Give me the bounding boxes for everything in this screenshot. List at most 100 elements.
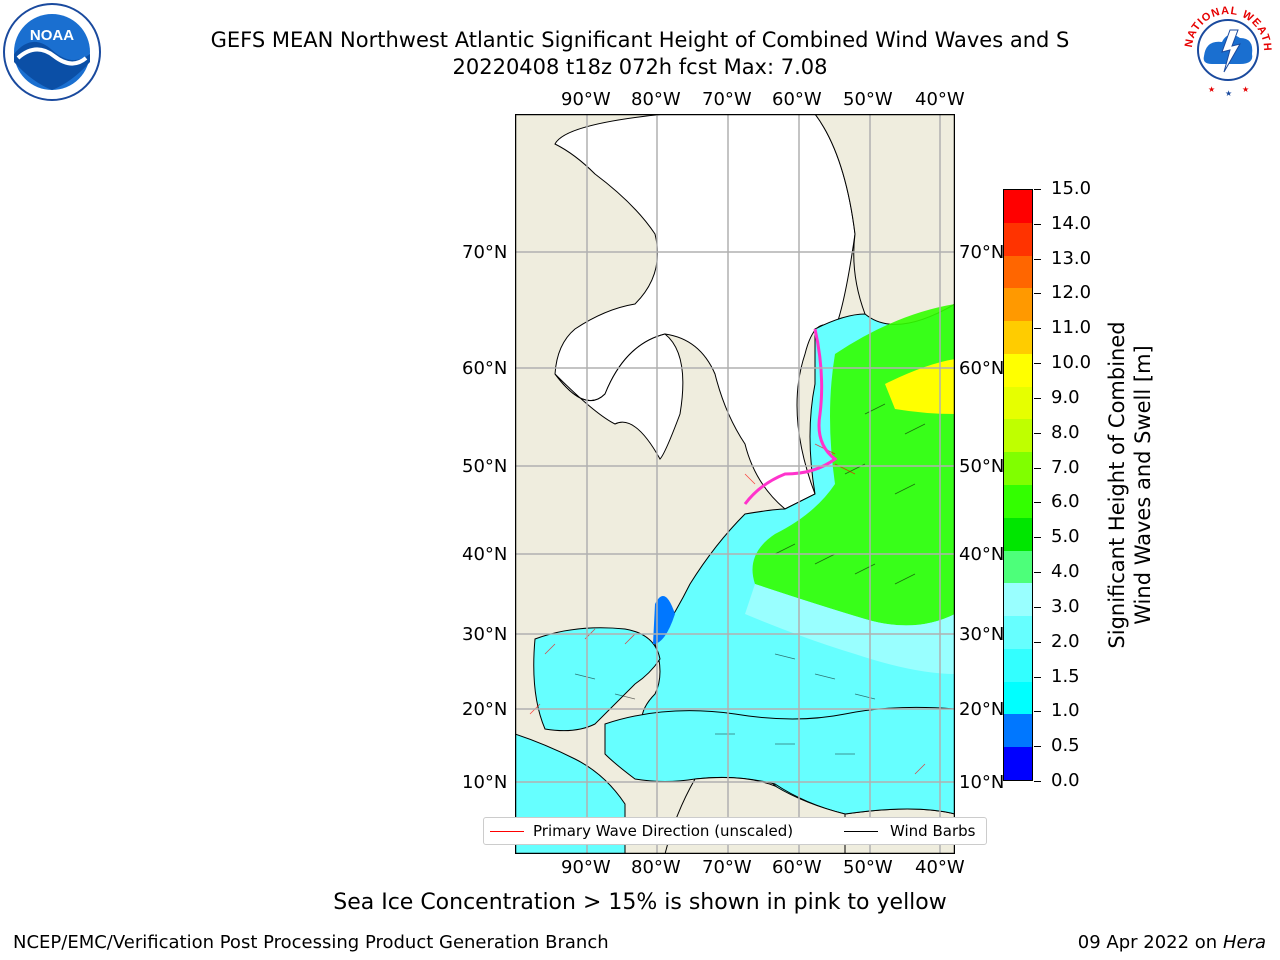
lat-label-right: 40°N [959,544,1005,565]
lat-label-left: 70°N [462,242,508,263]
colorbar-segment [1004,517,1032,551]
colorbar-tick-label: 4.0 [1051,561,1080,582]
colorbar-segment [1004,386,1032,420]
colorbar-tick-label: 14.0 [1051,213,1092,234]
colorbar-tick-mark [1034,746,1041,747]
lon-label-bottom: 40°W [915,857,965,878]
colorbar-label-line2: Wind Waves and Swell [m] [1131,345,1155,625]
sea-ice-note: Sea Ice Concentration > 15% is shown in … [333,890,947,915]
colorbar-tick-mark [1034,259,1041,260]
footer-host: Hera [1222,932,1266,953]
colorbar-tick-mark [1034,433,1041,434]
nws-logo: NATIONAL WEATHER SERVICE ★ ★ ★ [1174,0,1278,100]
colorbar-segment [1004,353,1032,387]
colorbar-segment [1004,747,1032,780]
svg-text:★: ★ [1208,85,1215,94]
colorbar-tick-label: 1.0 [1051,700,1080,721]
colorbar-label: Significant Height of Combined Wind Wave… [1100,189,1160,781]
lon-label-top: 60°W [772,89,822,110]
colorbar-segment [1004,550,1032,584]
colorbar-tick-mark [1034,677,1041,678]
map-panel [514,113,956,855]
lat-label-left: 20°N [462,699,508,720]
colorbar-segment [1004,452,1032,485]
svg-text:NOAA: NOAA [30,27,74,44]
noaa-logo: NOAA [2,2,102,102]
colorbar-segment [1004,189,1032,223]
colorbar-tick-mark [1034,607,1041,608]
colorbar-tick-mark [1034,781,1041,782]
lat-label-right: 10°N [959,772,1005,793]
lon-label-top: 80°W [631,89,681,110]
lat-label-right: 60°N [959,358,1005,379]
wave-height-map [514,113,956,855]
colorbar-segment [1004,484,1032,518]
colorbar-tick-label: 11.0 [1051,317,1092,338]
colorbar-tick-mark [1034,398,1041,399]
colorbar-tick-mark [1034,572,1041,573]
wind-barb-label: Wind Barbs [890,822,976,840]
lon-label-bottom: 80°W [631,857,681,878]
lat-label-left: 60°N [462,358,508,379]
svg-text:★: ★ [1242,85,1249,94]
colorbar-tick-label: 6.0 [1051,491,1080,512]
svg-text:★: ★ [1225,89,1232,98]
sea-ice-edge [743,328,838,505]
lon-label-top: 50°W [843,89,893,110]
colorbar-tick-mark [1034,537,1041,538]
colorbar-segment [1004,288,1032,322]
graticule [515,114,955,854]
colorbar-tick-mark [1034,189,1041,190]
wave-direction-label: Primary Wave Direction (unscaled) [533,822,794,840]
colorbar-segment [1004,616,1032,649]
lon-label-bottom: 50°W [843,857,893,878]
colorbar-tick-label: 0.0 [1051,770,1080,791]
lon-label-bottom: 70°W [702,857,752,878]
colorbar-tick-label: 13.0 [1051,248,1092,269]
colorbar-segment [1004,321,1032,354]
lat-label-right: 20°N [959,699,1005,720]
colorbar-segment [1004,714,1032,748]
colorbar-ticks: 15.0 14.0 13.0 12.0 11.0 10.0 9.0 8.0 7.0 6.0 5.0 4… [1034,178,1094,791]
lon-label-top: 70°W [702,89,752,110]
colorbar-tick-label: 15.0 [1051,178,1092,199]
colorbar-tick-label: 9.0 [1051,387,1080,408]
lon-label-bottom: 90°W [561,857,611,878]
lat-label-left: 10°N [462,772,508,793]
colorbar-tick-mark [1034,502,1041,503]
chart-title: GEFS MEAN Northwest Atlantic Significant… [210,28,1070,52]
lat-label-left: 50°N [462,456,508,477]
colorbar-segment [1004,222,1032,256]
lat-label-right: 50°N [959,456,1005,477]
footer-right: 09 Apr 2022 on Hera [1078,932,1266,953]
lon-label-top: 90°W [561,89,611,110]
gulf-of-mexico [533,627,661,732]
colorbar-tick-mark [1034,363,1041,364]
colorbar-segment [1004,419,1032,453]
lon-label-top: 40°W [915,89,965,110]
lat-label-left: 40°N [462,544,508,565]
colorbar-segment [1004,648,1032,682]
colorbar-tick-label: 7.0 [1051,457,1080,478]
lon-label-bottom: 60°W [772,857,822,878]
lat-label-right: 70°N [959,242,1005,263]
colorbar-tick-mark [1034,711,1041,712]
map-legend: Primary Wave Direction (unscaled) Wind B… [483,817,987,845]
colorbar-segment [1004,255,1032,289]
colorbar-tick-mark [1034,293,1041,294]
colorbar-tick-label: 10.0 [1051,352,1092,373]
colorbar-tick-label: 3.0 [1051,596,1080,617]
colorbar-tick-label: 2.0 [1051,631,1080,652]
colorbar-tick-label: 12.0 [1051,282,1092,303]
lat-label-right: 30°N [959,624,1005,645]
colorbar-tick-label: 0.5 [1051,735,1080,756]
hudson-bay [554,333,684,460]
lat-label-left: 30°N [462,624,508,645]
footer-left: NCEP/EMC/Verification Post Processing Pr… [13,932,609,953]
colorbar-label-line1: Significant Height of Combined [1105,321,1129,649]
colorbar-tick-label: 8.0 [1051,422,1080,443]
wind-barbs [574,403,926,755]
colorbar-tick-label: 5.0 [1051,526,1080,547]
colorbar-tick-mark [1034,328,1041,329]
colorbar-segment [1004,583,1032,617]
